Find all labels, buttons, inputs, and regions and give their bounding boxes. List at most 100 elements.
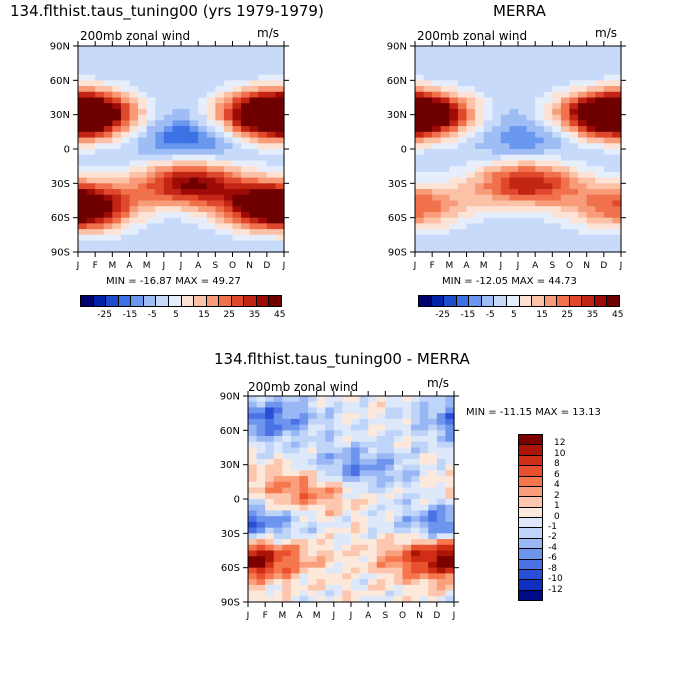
field-cell xyxy=(163,143,174,150)
field-cell xyxy=(385,418,395,426)
field-cell xyxy=(428,436,438,443)
field-cell xyxy=(290,464,301,471)
field-cell xyxy=(440,223,450,230)
field-cell xyxy=(445,453,455,460)
field-cell xyxy=(419,510,429,517)
field-cell xyxy=(189,91,199,99)
field-cell xyxy=(440,91,450,99)
field-cell xyxy=(492,229,502,236)
field-cell xyxy=(432,120,442,127)
field-cell xyxy=(138,97,148,104)
field-cell xyxy=(258,149,268,156)
field-cell xyxy=(112,154,122,162)
field-cell xyxy=(509,200,519,207)
field-cell xyxy=(368,504,378,512)
field-cell xyxy=(258,80,268,87)
field-cell xyxy=(612,171,622,179)
field-cell xyxy=(258,223,268,230)
field-cell xyxy=(282,533,292,540)
field-cell xyxy=(342,561,352,569)
field-cell xyxy=(445,487,455,494)
field-cell xyxy=(578,217,588,224)
field-cell xyxy=(215,160,225,167)
field-cell xyxy=(308,413,318,420)
field-cell xyxy=(112,68,122,76)
field-cell xyxy=(120,46,131,53)
field-cell xyxy=(376,493,386,500)
field-cell xyxy=(248,590,258,597)
field-cell xyxy=(457,80,468,87)
field-cell xyxy=(368,521,378,529)
field-cell xyxy=(163,103,174,110)
field-cell xyxy=(189,126,199,133)
field-cell xyxy=(316,464,326,471)
field-cell xyxy=(232,63,242,70)
field-cell xyxy=(423,74,433,81)
field-cell xyxy=(359,590,369,597)
field-cell xyxy=(376,458,386,466)
field-cell xyxy=(189,246,199,253)
colorbar-swatch xyxy=(519,559,542,570)
field-cell xyxy=(265,527,275,534)
field-cell xyxy=(333,533,344,540)
field-cell xyxy=(265,539,275,546)
x-tick-label: J xyxy=(413,261,417,271)
field-cell xyxy=(249,97,259,104)
field-cell xyxy=(351,516,361,523)
field-cell xyxy=(402,567,412,574)
field-cell xyxy=(215,57,225,64)
field-cell xyxy=(436,470,447,477)
field-cell xyxy=(552,154,562,162)
colorbar-label: -12 xyxy=(548,584,563,595)
field-cell xyxy=(138,223,148,230)
field-cell xyxy=(241,57,251,64)
field-cell xyxy=(232,160,242,167)
field-cell xyxy=(172,217,182,224)
field-cell xyxy=(265,533,275,540)
field-cell xyxy=(436,418,447,426)
field-cell xyxy=(146,177,156,184)
panel1-title: 134.flthist.taus_tuning00 (yrs 1979-1979… xyxy=(10,2,324,20)
field-cell xyxy=(78,137,88,144)
field-cell xyxy=(95,91,105,99)
field-cell xyxy=(198,108,208,116)
field-cell xyxy=(275,91,285,99)
field-cell xyxy=(518,114,528,121)
field-cell xyxy=(351,544,361,552)
field-cell xyxy=(241,194,251,202)
field-cell xyxy=(428,481,438,489)
field-cell xyxy=(120,137,131,144)
field-cell xyxy=(535,154,545,162)
field-cell xyxy=(603,246,614,253)
field-cell xyxy=(146,229,156,236)
field-cell xyxy=(249,80,259,87)
field-cell xyxy=(206,80,216,87)
field-cell xyxy=(86,114,96,121)
field-cell xyxy=(223,86,234,93)
field-cell xyxy=(475,234,485,242)
field-cell xyxy=(163,120,174,127)
field-cell xyxy=(402,556,412,563)
field-cell xyxy=(552,229,562,236)
field-cell xyxy=(266,51,277,59)
field-cell xyxy=(215,189,225,196)
field-cell xyxy=(423,234,433,242)
field-cell xyxy=(78,166,88,173)
field-cell xyxy=(419,401,429,409)
field-cell xyxy=(215,108,225,116)
colorbar-label: 45 xyxy=(274,310,286,320)
field-cell xyxy=(569,80,579,87)
field-cell xyxy=(325,436,335,443)
field-cell xyxy=(103,200,113,207)
field-cell xyxy=(333,436,344,443)
field-cell xyxy=(526,131,536,139)
field-cell xyxy=(290,527,301,534)
field-cell xyxy=(172,74,182,81)
field-cell xyxy=(163,63,174,70)
field-cell xyxy=(475,74,485,81)
field-cell xyxy=(275,114,285,121)
field-cell xyxy=(543,194,553,202)
field-cell xyxy=(595,154,605,162)
colorbar-label: 12 xyxy=(554,438,566,449)
field-cell xyxy=(552,217,562,224)
